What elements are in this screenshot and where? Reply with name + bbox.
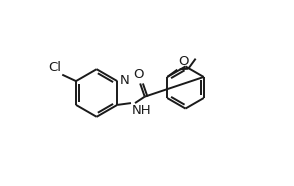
Text: O: O (178, 55, 188, 68)
Text: Cl: Cl (48, 61, 61, 74)
Text: O: O (133, 68, 143, 81)
Text: N: N (119, 74, 129, 87)
Text: NH: NH (131, 104, 151, 117)
